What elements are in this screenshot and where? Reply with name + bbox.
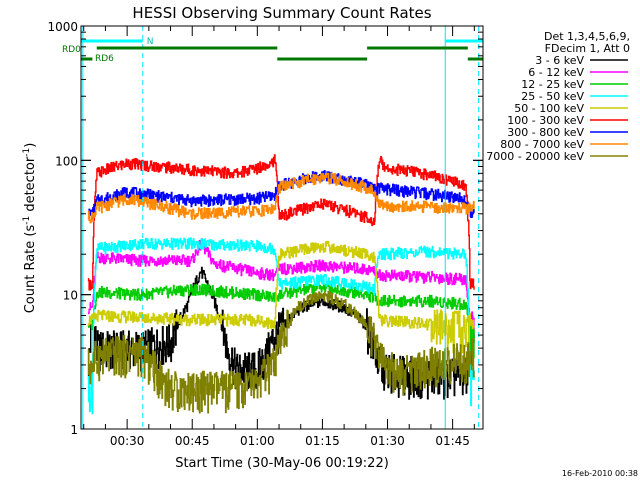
y-axis-label-part: ) xyxy=(23,143,38,148)
series-line xyxy=(87,281,475,359)
x-tick-label: 00:45 xyxy=(175,434,210,448)
series-line xyxy=(87,172,475,224)
y-tick-label: 10 xyxy=(63,289,78,303)
y-axis-label-part: Count Rate (s xyxy=(23,225,38,314)
series-800-7000-kev xyxy=(87,172,475,224)
series-100-300-kev xyxy=(87,154,475,291)
y-tick-label: 100 xyxy=(55,154,78,168)
legend-label: 800 - 7000 keV xyxy=(500,138,584,151)
x-tick-label: 00:30 xyxy=(110,434,145,448)
series-line xyxy=(87,240,475,354)
rd0-label: RD0 xyxy=(62,45,81,55)
y-axis-label-part: detector xyxy=(23,156,38,216)
axes: 1 10 100 1000 00:30 00:45 01:00 01:15 01:30 01:45 xyxy=(47,20,483,448)
rd6-label: RD6 xyxy=(95,54,114,64)
chart-title: HESSI Observing Summary Count Rates xyxy=(132,4,431,22)
legend-label: 12 - 25 keV xyxy=(521,78,584,91)
legend-label: 6 - 12 keV xyxy=(528,66,584,79)
legend: Det 1,3,4,5,6,9, FDecim 1, Att 0 3 - 6 k… xyxy=(486,30,630,163)
legend-label: 300 - 800 keV xyxy=(507,126,584,139)
y-axis-label-exponent: -1 xyxy=(22,216,32,225)
series-line xyxy=(87,154,475,291)
night-label: N xyxy=(147,37,154,47)
plot-area xyxy=(87,154,475,415)
legend-label: 50 - 100 keV xyxy=(514,102,584,115)
x-tick-label: 01:30 xyxy=(370,434,405,448)
x-tick-label: 01:00 xyxy=(240,434,275,448)
y-tick-label: 1 xyxy=(70,423,78,437)
observing-markers: N RD0 RD6 xyxy=(62,26,483,429)
series-25-50-kev xyxy=(87,237,475,415)
x-tick-label: 01:15 xyxy=(305,434,340,448)
series-line xyxy=(87,238,475,353)
x-tick-label: 01:45 xyxy=(435,434,470,448)
series-line xyxy=(87,290,475,414)
legend-label: 25 - 50 keV xyxy=(521,90,584,103)
generated-timestamp: 16-Feb-2010 00:38 xyxy=(562,469,638,478)
legend-header-line: FDecim 1, Att 0 xyxy=(545,42,630,55)
y-axis-label: Count Rate (s-1 detector-1) xyxy=(22,143,38,314)
series-line xyxy=(87,237,475,415)
legend-label: 3 - 6 keV xyxy=(535,54,584,67)
y-tick-label: 1000 xyxy=(47,20,78,34)
series-50-100-kev xyxy=(87,240,475,354)
legend-label: 100 - 300 keV xyxy=(507,114,584,127)
x-axis-label: Start Time (30-May-06 00:19:22) xyxy=(175,456,389,471)
series-12-25-kev xyxy=(87,281,475,359)
y-axis-label-exponent: -1 xyxy=(22,148,32,157)
series-6-12-kev xyxy=(87,238,475,353)
plot-frame xyxy=(80,25,484,430)
legend-label: 7000 - 20000 keV xyxy=(486,150,584,163)
legend-header-line: Det 1,3,4,5,6,9, xyxy=(544,30,630,43)
series-7000-20000-kev xyxy=(87,290,475,414)
